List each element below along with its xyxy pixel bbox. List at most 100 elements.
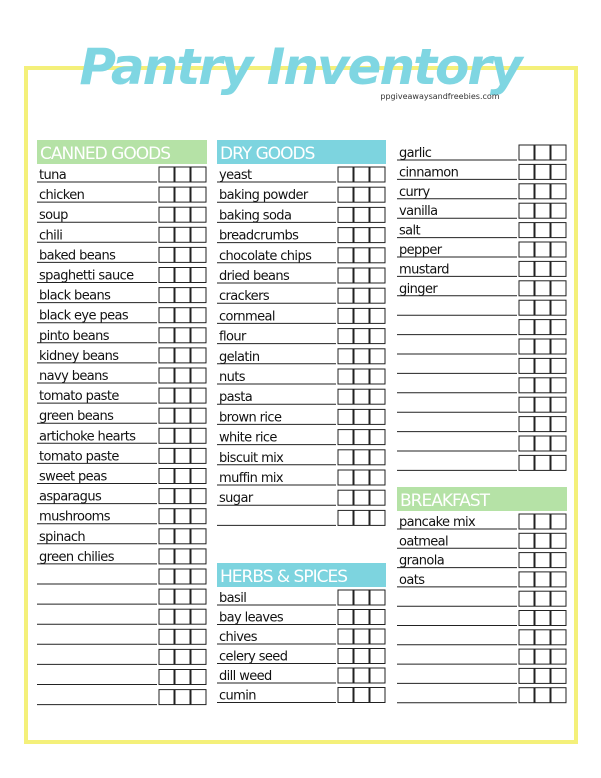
checkbox	[190, 407, 207, 424]
checkbox	[518, 183, 535, 200]
checkbox	[158, 488, 175, 505]
checkbox	[174, 246, 191, 263]
checkbox	[518, 338, 535, 355]
item-label: cinnamon	[399, 165, 459, 180]
checkbox	[158, 407, 175, 424]
checkbox	[190, 548, 207, 565]
item-label: oatmeal	[399, 534, 448, 549]
checkbox	[534, 377, 551, 394]
checkbox	[534, 610, 551, 626]
checkbox	[353, 429, 370, 446]
checkbox	[158, 206, 175, 223]
checkbox	[550, 648, 567, 665]
item-label: baked beans	[39, 248, 116, 263]
checkbox	[174, 588, 191, 605]
item-label: pancake mix	[399, 515, 476, 530]
checkbox	[550, 319, 567, 336]
item-label: dill weed	[219, 669, 272, 684]
checkbox	[158, 307, 175, 324]
checkbox	[174, 468, 191, 484]
checkbox	[369, 509, 386, 526]
checkbox	[190, 488, 207, 505]
item-label: tomato paste	[39, 389, 119, 404]
checkbox	[369, 227, 386, 244]
item-label: bay leaves	[219, 611, 284, 626]
item-label: soup	[39, 208, 68, 223]
item-label: baking powder	[219, 188, 309, 203]
checkbox	[190, 588, 207, 605]
item-label: yeast	[219, 168, 252, 183]
item-label: chili	[39, 228, 62, 243]
item-label: artichoke hearts	[39, 429, 136, 444]
checkbox	[534, 513, 551, 530]
checkbox	[158, 166, 175, 183]
checkbox	[353, 247, 370, 264]
checkbox	[550, 590, 567, 607]
checkbox	[353, 368, 370, 385]
section-header-bg	[397, 487, 567, 511]
checkbox	[190, 246, 207, 263]
item-label: asparagus	[39, 490, 102, 505]
checkbox	[369, 267, 386, 284]
checkbox	[190, 608, 207, 625]
checkbox	[550, 416, 567, 433]
checkbox	[353, 328, 370, 345]
checkbox	[158, 186, 175, 203]
item-label: mustard	[399, 262, 449, 277]
checkbox	[190, 447, 207, 464]
checkbox	[337, 408, 354, 425]
checkbox	[158, 628, 175, 645]
checkbox	[518, 513, 535, 530]
checkbox	[337, 307, 354, 324]
item-label: spinach	[39, 530, 85, 545]
checkbox	[158, 246, 175, 263]
checkbox	[158, 226, 175, 243]
checkbox	[337, 166, 354, 183]
checkbox	[190, 669, 207, 685]
checkbox	[337, 388, 354, 405]
page-border	[24, 66, 578, 744]
checkbox	[337, 589, 354, 606]
checkbox	[550, 667, 567, 684]
checkbox	[534, 435, 551, 452]
checkbox	[353, 186, 370, 203]
checkbox	[190, 468, 207, 484]
item-label: chives	[219, 630, 258, 645]
checkbox	[174, 508, 191, 525]
item-label: breadcrumbs	[219, 229, 299, 244]
section-header-bg	[217, 140, 386, 164]
checkbox	[534, 648, 551, 665]
checkbox	[337, 687, 354, 703]
checkbox	[337, 348, 354, 365]
checkbox	[550, 241, 567, 258]
checkbox	[518, 532, 535, 549]
checkbox	[158, 468, 175, 484]
checkbox	[550, 513, 567, 530]
section-title: CANNED GOODS	[40, 144, 170, 164]
checkbox	[190, 287, 207, 304]
section-header-bg	[37, 140, 207, 164]
item-label: biscuit mix	[219, 451, 284, 466]
checkbox	[158, 427, 175, 444]
checkbox	[190, 689, 207, 706]
item-label: chocolate chips	[219, 249, 312, 264]
website: ppgiveawaysandfreebies.com	[380, 92, 499, 101]
item-label: crackers	[219, 289, 270, 304]
checkbox	[174, 206, 191, 223]
checkbox	[369, 449, 386, 466]
item-label: baking soda	[219, 208, 291, 223]
checkbox	[550, 299, 567, 316]
checkbox	[518, 590, 535, 607]
item-label: sugar	[219, 491, 254, 506]
item-label: pasta	[219, 390, 252, 405]
item-label: nuts	[219, 370, 246, 385]
checkbox	[534, 183, 551, 200]
checkbox	[337, 509, 354, 526]
checkbox	[518, 280, 535, 297]
checkbox	[190, 648, 207, 665]
checkbox	[174, 166, 191, 183]
checkbox	[190, 508, 207, 525]
checkbox	[518, 435, 535, 452]
checkbox	[353, 227, 370, 244]
checkbox	[174, 267, 191, 283]
